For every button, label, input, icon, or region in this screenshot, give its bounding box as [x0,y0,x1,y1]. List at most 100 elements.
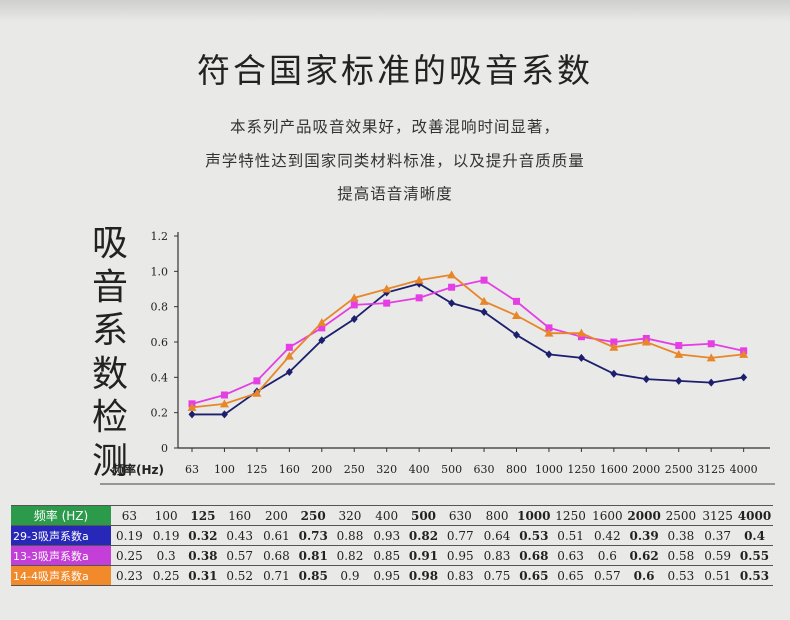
frequency-cell: 4000 [736,505,773,526]
frequency-cell: 250 [294,505,332,526]
series-point [480,307,488,316]
table-header-row: 频率 (HZ) 63 100 125 160 200 250 320 400 500 630 800 1… [11,505,773,526]
series-point [253,377,261,385]
value-cell: 0.62 [625,545,663,566]
y-tick-label: 0.4 [151,371,169,384]
series-point [610,338,618,346]
series-point [447,270,457,279]
table-header-label: 频率 (HZ) [11,505,111,526]
series-point [642,375,650,384]
series-point [545,350,553,359]
series-point [577,353,585,362]
x-tick-label: 3125 [697,463,725,476]
value-cell: 0.19 [147,525,185,546]
table-row: 14-4吸声系数a 0.23 0.25 0.31 0.52 0.71 0.85 0.9 0.95… [11,565,773,586]
vertical-label-char: 音 [91,266,128,308]
x-tick-label: 2500 [665,463,693,476]
x-tick-label: 400 [409,463,430,476]
value-cell: 0.9 [331,565,369,586]
frequency-cell: 1250 [552,505,589,526]
value-cell: 0.38 [662,525,700,546]
x-tick-label: 630 [474,463,495,476]
top-shade [0,0,790,22]
series-point [610,369,618,378]
value-cell: 0.43 [221,525,259,546]
y-tick-label: 0.2 [151,407,169,420]
frequency-cell: 2500 [662,505,700,526]
value-cell: 0.82 [405,525,442,546]
x-axis-label: 频率(Hz) [112,462,164,477]
series-point [706,353,716,362]
series-point [707,378,715,387]
series-point [382,284,392,293]
x-tick-label: 1600 [600,463,628,476]
series-point [285,368,293,377]
series-point [480,276,488,284]
frequency-cell: 500 [405,505,442,526]
series-point [740,373,748,382]
series-point [318,336,326,345]
value-cell: 0.82 [331,545,369,566]
series-line [191,279,744,405]
vertical-label-char: 系 [91,310,128,351]
series-point [220,391,228,399]
row-label: 13-3吸声系数a [11,545,111,566]
value-cell: 0.71 [258,565,295,586]
row-label: 14-4吸声系数a [11,565,111,586]
series-point [674,349,684,358]
frequency-cell: 160 [221,505,259,526]
value-cell: 0.75 [478,565,516,586]
frequency-cell: 1000 [515,505,553,526]
series-point [349,293,359,302]
value-cell: 0.95 [441,545,479,566]
value-cell: 0.6 [588,545,626,566]
value-cell: 0.38 [184,545,222,566]
value-cell: 0.85 [294,565,332,586]
series-point [675,342,683,350]
value-cell: 0.32 [184,525,222,546]
value-cell: 0.55 [736,545,773,566]
series-point [707,340,715,348]
vertical-label: 吸 音 系 数 检 测 [88,222,132,483]
value-cell: 0.59 [699,545,737,566]
value-cell: 0.57 [588,565,626,586]
series-point [414,275,424,284]
series-point [512,311,521,319]
value-cell: 0.83 [478,545,516,566]
series-point [479,296,489,305]
series-line [192,282,744,416]
value-cell: 0.83 [441,565,479,586]
series-point [284,351,294,360]
table-row: 29-3吸声系数a 0.19 0.19 0.32 0.43 0.61 0.73 0.88 0.9… [11,525,773,546]
series-point [383,299,391,307]
y-tick-label: 0.6 [151,336,169,349]
frequency-cell: 3125 [699,505,737,526]
value-cell: 0.58 [662,545,700,566]
frequency-cell: 400 [368,505,406,526]
y-tick-label: 1.2 [151,230,169,243]
x-tick-label: 125 [246,463,267,476]
value-cell: 0.93 [368,525,406,546]
series-point [641,337,651,346]
series-line [191,273,744,409]
value-cell: 0.91 [405,545,442,566]
series-point [187,402,197,411]
value-cell: 0.25 [111,545,148,566]
intro-line-3: 提高语音清晰度 [337,185,453,203]
x-tick-label: 1250 [567,463,595,476]
value-cell: 0.39 [625,525,663,546]
value-cell: 0.57 [221,545,259,566]
value-cell: 0.37 [699,525,737,546]
series-point [252,388,262,397]
value-cell: 0.81 [294,545,332,566]
series-point [544,328,554,337]
x-tick-label: 200 [311,463,332,476]
value-cell: 0.51 [552,525,589,546]
x-tick-label: 800 [506,463,527,476]
series-point [739,349,749,358]
value-cell: 0.53 [515,525,553,546]
value-cell: 0.88 [331,525,369,546]
series-point [350,315,358,324]
value-cell: 0.68 [258,545,295,566]
value-cell: 0.4 [736,525,773,546]
